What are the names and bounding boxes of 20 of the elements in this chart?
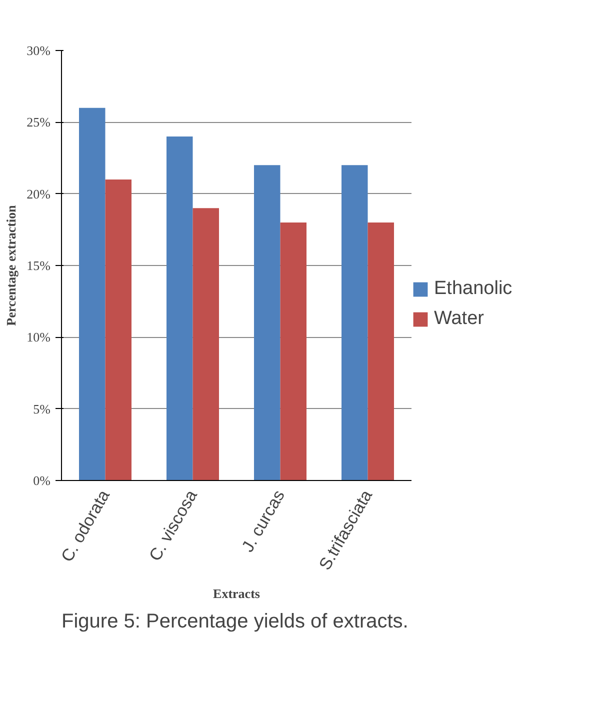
y-tick-label: 15% <box>26 258 51 273</box>
bar <box>79 108 106 480</box>
y-tick-label: 5% <box>33 401 51 416</box>
bar <box>192 208 219 480</box>
bar <box>368 222 394 480</box>
y-tick-label: 10% <box>26 330 51 345</box>
y-tick-label: 0% <box>33 473 51 488</box>
bar <box>166 136 193 480</box>
y-tick-label: 20% <box>26 186 51 202</box>
bar <box>254 165 280 480</box>
y-axis-title: Percentage extraction <box>4 204 19 326</box>
caption: Figure 5: Percentage yields of extracts. <box>62 610 408 632</box>
bar <box>280 222 306 480</box>
x-axis-title: Extracts <box>213 586 260 601</box>
bar <box>105 180 132 480</box>
y-tick-label: 30% <box>26 43 51 58</box>
y-tick-label: 25% <box>26 114 51 130</box>
legend-label: Ethanolic <box>434 278 512 300</box>
legend-label: Water <box>434 308 484 330</box>
bar <box>342 165 368 480</box>
